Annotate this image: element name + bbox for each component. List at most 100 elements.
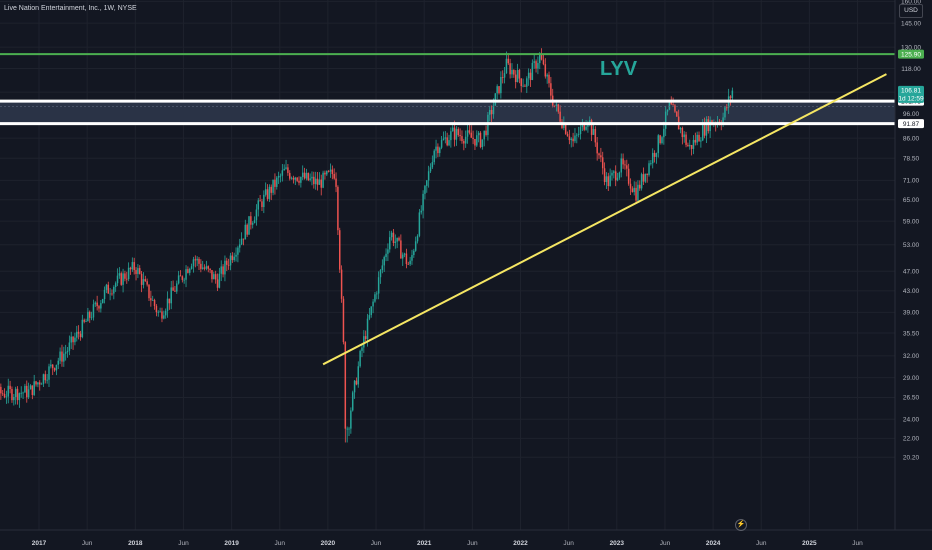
time-axis[interactable]: 2017 Jun 2018 Jun 2019 Jun 2020 Jun 2021 Jun 2022 J… <box>32 540 863 547</box>
candle-body <box>437 146 439 154</box>
candle-body <box>594 129 597 143</box>
candle-body <box>168 298 171 304</box>
candle-body <box>107 284 110 294</box>
candle-body <box>90 317 93 319</box>
candle-body <box>659 135 661 144</box>
candle-body <box>613 171 615 173</box>
horizontal-levels[interactable] <box>0 53 895 126</box>
last-price-bg <box>898 85 924 103</box>
candle-body <box>548 74 550 84</box>
candle-body <box>398 237 400 241</box>
candle-body <box>607 176 610 187</box>
candle-body <box>207 266 210 269</box>
candle-body <box>35 381 37 385</box>
candle-body <box>31 385 34 395</box>
countdown-label: 1d 12:59 <box>898 95 924 102</box>
currency-button[interactable]: USD <box>899 4 923 18</box>
candle-body <box>651 152 654 164</box>
candle-body <box>27 389 30 398</box>
candle-body <box>377 277 380 294</box>
time-tick-label: 2023 <box>610 540 625 547</box>
candle-body <box>518 70 521 79</box>
candle-body <box>263 194 265 208</box>
candle-body <box>138 268 141 274</box>
candle-body <box>379 270 382 278</box>
candle-body <box>540 53 543 60</box>
candle-body <box>5 396 8 398</box>
candle-body <box>370 306 372 316</box>
candle-body <box>442 138 445 140</box>
price-axis[interactable]: 200.00180.00160.00145.00130.00118.00106.… <box>901 0 921 462</box>
candle-body <box>113 287 115 294</box>
price-band <box>0 101 895 124</box>
candle-body <box>416 235 419 242</box>
candle-body <box>507 58 510 64</box>
candle-body <box>289 172 291 179</box>
candle-body <box>694 139 697 143</box>
candle-body <box>731 90 734 98</box>
candle-body <box>53 368 56 371</box>
candle-body <box>461 136 463 142</box>
candle-body <box>142 279 145 285</box>
candle-body <box>172 287 174 291</box>
candle-body <box>466 130 469 137</box>
candle-body <box>598 153 600 156</box>
candle-body <box>616 177 619 181</box>
candle-body <box>440 139 443 148</box>
candle-body <box>40 383 43 385</box>
price-tick-label: 96.00 <box>903 111 920 118</box>
candle-body <box>498 86 500 94</box>
candle-body <box>359 350 361 367</box>
candle-body <box>627 168 630 184</box>
time-tick-label: 2025 <box>802 540 817 547</box>
candle-body <box>166 298 169 311</box>
time-tick-label: Jun <box>82 540 93 547</box>
price-tick-label: 20.20 <box>903 455 920 462</box>
time-tick-label: 2021 <box>417 540 432 547</box>
candle-body <box>724 107 726 118</box>
candle-body <box>605 176 608 183</box>
candle-body <box>268 186 271 199</box>
candle-body <box>492 105 495 115</box>
candle-body <box>96 302 98 307</box>
candle-body <box>679 128 682 130</box>
price-tick-label: 145.00 <box>901 20 921 27</box>
candle-body <box>361 347 363 351</box>
candle-body <box>527 72 530 79</box>
candle-body <box>555 104 558 106</box>
candle-body <box>683 134 685 138</box>
candle-body <box>42 374 45 384</box>
candle-body <box>444 137 447 139</box>
lightning-icon[interactable]: ⚡ <box>735 519 747 531</box>
candle-body <box>148 284 150 299</box>
candle-body <box>464 136 467 144</box>
candle-body <box>511 69 513 75</box>
candle-body <box>577 134 580 135</box>
candle-body <box>698 134 700 142</box>
candle-body <box>311 176 313 179</box>
candle-body <box>122 273 124 285</box>
candle-body <box>200 263 202 269</box>
candle-body <box>661 137 663 144</box>
candle-body <box>118 273 121 276</box>
trendline[interactable] <box>322 73 887 366</box>
candle-body <box>0 386 2 394</box>
candle-body <box>477 132 480 136</box>
candle-body <box>251 223 254 225</box>
candle-body <box>640 174 643 189</box>
price-tick-label: 35.50 <box>903 330 920 337</box>
price-tick-label: 32.00 <box>903 353 920 360</box>
candle-body <box>553 105 556 107</box>
candle-body <box>137 268 139 274</box>
candle-body <box>520 78 522 87</box>
chart-title: Live Nation Entertainment, Inc., 1W, NYS… <box>4 5 137 12</box>
candle-body <box>198 258 200 264</box>
candle-body <box>326 171 328 175</box>
candle-body <box>407 263 410 265</box>
candle-body <box>72 336 74 343</box>
candle-body <box>9 385 11 390</box>
price-tick-label: 24.00 <box>903 417 920 424</box>
candle-body <box>687 144 689 147</box>
candle-body <box>339 230 341 270</box>
